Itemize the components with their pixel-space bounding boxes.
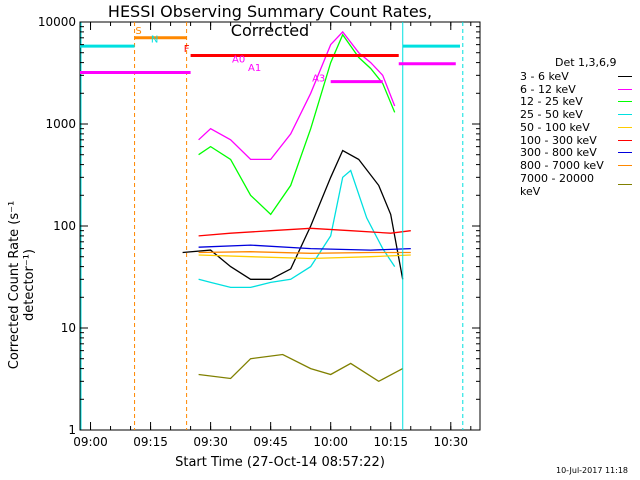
legend-entry: 25 - 50 keV [520,108,632,121]
legend-swatch [618,88,632,90]
footer-date: 10-Jul-2017 11:18 [556,466,629,475]
plot-area [79,21,481,431]
legend-swatch [618,164,632,166]
flag-label-A3: A3 [312,74,325,85]
legend-entry: 6 - 12 keV [520,83,632,96]
legend-label: 25 - 50 keV [520,108,583,122]
series-line-3 [198,33,396,216]
x-tick-label: 09:15 [133,435,168,449]
series-line-7 [198,244,411,251]
legend-entry: 300 - 800 keV [520,146,632,159]
flag-label-N: N [151,34,158,45]
x-tick-label: 10:15 [373,435,408,449]
legend-swatch [618,152,632,154]
series-line-9 [198,353,404,383]
legend-label: 3 - 6 keV [520,70,569,83]
y-tick-label: 1000 [45,117,76,131]
x-axis-label: Start Time (27-Oct-14 08:57:22) [175,455,385,470]
legend-entry: 3 - 6 keV [520,70,632,83]
x-tick-label: 09:45 [253,435,288,449]
series-line-5 [198,254,411,260]
flag-label-A0: A0 [232,55,245,66]
legend-entry: 800 - 7000 keV [520,159,632,172]
legend-label: 12 - 25 keV [520,95,583,109]
series-line-8 [198,251,411,254]
legend-title: Det 1,3,6,9 [555,56,617,69]
y-tick-label: 1 [68,423,76,437]
y-tick-label: 100 [53,219,76,233]
flag-label-S: S [135,26,141,37]
legend-entry: 100 - 300 keV [520,134,632,147]
plot-frame [79,21,481,431]
flag-label-A1: A1 [248,63,261,74]
y-tick-label: 10000 [38,15,76,29]
legend-label: 300 - 800 keV [520,146,597,160]
series-line-2 [198,30,396,161]
series-layer [182,30,411,383]
legend-label: 50 - 100 keV [520,120,590,134]
legend-swatch [618,114,632,116]
legend-swatch [618,76,632,77]
x-tick-label: 09:30 [193,435,228,449]
chart-title: HESSI Observing Summary Count Rates, Cor… [107,2,433,40]
legend-swatch [618,184,632,186]
y-axis-label: Corrected Count Rate (s⁻¹ detector⁻¹) [7,200,37,370]
series-line-1 [182,149,404,280]
legend-label: 100 - 300 keV [520,133,597,147]
series-line-6 [198,227,411,237]
legend-entry: 12 - 25 keV [520,95,632,108]
x-tick-label: 10:30 [433,435,468,449]
legend-entry: 7000 - 20000 keV [520,172,632,198]
x-tick-label: 09:00 [73,435,108,449]
ticks-layer: 09:00 09:15 09:30 09:45 10:00 10:15 10:30 1 10 10… [38,15,480,449]
flag-label-F: F [184,44,190,55]
legend-swatch [618,139,632,141]
legend-entry: 50 - 100 keV [520,121,632,134]
legend-label: 7000 - 20000 keV [520,171,594,198]
legend-label: 6 - 12 keV [520,82,576,96]
x-tick-label: 10:00 [313,435,348,449]
series-line-4 [198,169,396,289]
legend-label: 800 - 7000 keV [520,158,604,172]
legend-swatch [618,101,632,103]
legend-swatch [618,126,632,128]
y-tick-label: 10 [61,321,76,335]
